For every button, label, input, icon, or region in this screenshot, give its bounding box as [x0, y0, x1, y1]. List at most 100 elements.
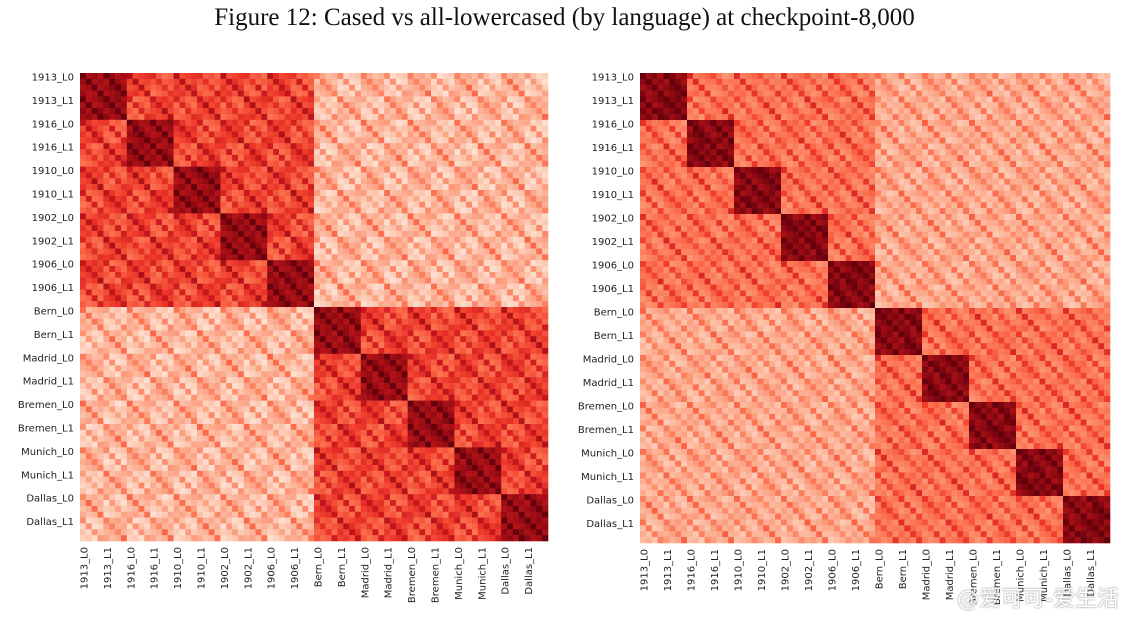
heatmap-cell: [179, 301, 186, 308]
heatmap-cell: [179, 225, 186, 232]
heatmap-cell: [518, 383, 525, 390]
heatmap-cell: [319, 149, 326, 156]
heatmap-cell: [284, 119, 291, 126]
heatmap-cell: [401, 295, 408, 302]
heatmap-cell: [290, 342, 297, 349]
heatmap-cell: [261, 102, 268, 109]
heatmap-cell: [524, 307, 531, 314]
heatmap-cell: [436, 190, 443, 197]
heatmap-cell: [91, 143, 98, 150]
heatmap-cell: [138, 429, 145, 436]
heatmap-cell: [167, 394, 174, 401]
heatmap-cell: [120, 260, 128, 267]
heatmap-cell: [477, 371, 484, 378]
heatmap-cell: [501, 248, 508, 255]
heatmap-cell: [126, 324, 133, 331]
heatmap-cell: [161, 324, 169, 331]
heatmap-cell: [343, 219, 350, 226]
heatmap-cell: [120, 149, 128, 156]
heatmap-cell: [395, 113, 403, 121]
heatmap-cell: [109, 230, 116, 238]
heatmap-cell: [132, 78, 139, 85]
heatmap-cell: [308, 131, 315, 138]
heatmap-cell: [314, 236, 321, 243]
heatmap-cell: [249, 283, 256, 290]
heatmap-cell: [197, 295, 204, 302]
heatmap-cell: [501, 172, 508, 179]
heatmap-cell: [524, 318, 531, 325]
heatmap-cell: [249, 336, 256, 343]
heatmap-cell: [337, 377, 344, 384]
heatmap-cell: [144, 190, 151, 197]
heatmap-cell: [273, 394, 280, 401]
heatmap-cell: [471, 207, 479, 214]
heatmap-cell: [448, 184, 455, 191]
heatmap-cell: [284, 418, 291, 425]
heatmap-cell: [173, 307, 180, 314]
heatmap-cell: [419, 347, 426, 355]
heatmap-cell: [161, 166, 169, 173]
heatmap-cell: [319, 330, 326, 337]
heatmap-cell: [530, 412, 537, 419]
heatmap-cell: [425, 96, 432, 103]
heatmap-cell: [354, 418, 362, 425]
heatmap-cell: [185, 78, 192, 85]
heatmap-cell: [226, 84, 233, 91]
heatmap-cell: [477, 295, 484, 302]
heatmap-cell: [237, 271, 245, 279]
heatmap-cell: [372, 236, 379, 243]
heatmap-cell: [425, 388, 432, 396]
heatmap-cell: [384, 84, 391, 91]
heatmap-cell: [161, 254, 169, 261]
heatmap-cell: [115, 108, 122, 115]
heatmap-cell: [296, 324, 303, 331]
heatmap-cell: [91, 73, 98, 80]
heatmap-cell: [384, 342, 391, 349]
heatmap-cell: [401, 230, 408, 238]
heatmap-cell: [220, 353, 227, 360]
heatmap-cell: [232, 213, 239, 220]
heatmap-cell: [524, 201, 531, 208]
heatmap-cell: [202, 73, 209, 80]
heatmap-cell: [395, 289, 403, 296]
heatmap-cell: [243, 154, 250, 162]
heatmap-cell: [448, 242, 455, 249]
heatmap-cell: [191, 102, 198, 109]
heatmap-cell: [349, 125, 356, 132]
heatmap-cell: [536, 73, 543, 80]
heatmap-cell: [85, 289, 92, 296]
heatmap-cell: [126, 73, 133, 80]
heatmap-cell: [477, 96, 484, 103]
heatmap-cell: [512, 353, 520, 360]
heatmap-cell: [80, 119, 87, 126]
heatmap-cell: [220, 318, 227, 325]
heatmap-cell: [91, 184, 98, 191]
heatmap-cell: [337, 353, 344, 360]
heatmap-cell: [518, 219, 525, 226]
heatmap-cell: [448, 318, 455, 325]
heatmap-cell: [132, 359, 139, 366]
heatmap-cell: [226, 195, 233, 202]
heatmap-cell: [518, 342, 525, 349]
heatmap-cell: [302, 190, 309, 197]
heatmap-cell: [138, 359, 145, 366]
heatmap-cell: [483, 96, 490, 103]
heatmap-cell: [120, 429, 128, 436]
heatmap-cell: [378, 178, 385, 185]
heatmap-cell: [226, 178, 233, 185]
heatmap-cell: [319, 312, 326, 319]
heatmap-cell: [325, 295, 332, 302]
heatmap-cell: [530, 283, 537, 290]
heatmap-cell: [512, 125, 520, 132]
heatmap-cell: [191, 113, 198, 121]
heatmap-cell: [249, 359, 256, 366]
heatmap-cell: [278, 377, 286, 384]
heatmap-cell: [226, 324, 233, 331]
heatmap-cell: [466, 160, 473, 167]
heatmap-cell: [425, 143, 432, 150]
heatmap-cell: [214, 359, 221, 366]
heatmap-cell: [331, 435, 338, 442]
heatmap-cell: [530, 160, 537, 167]
heatmap-cell: [431, 353, 438, 360]
heatmap-cell: [290, 394, 297, 401]
